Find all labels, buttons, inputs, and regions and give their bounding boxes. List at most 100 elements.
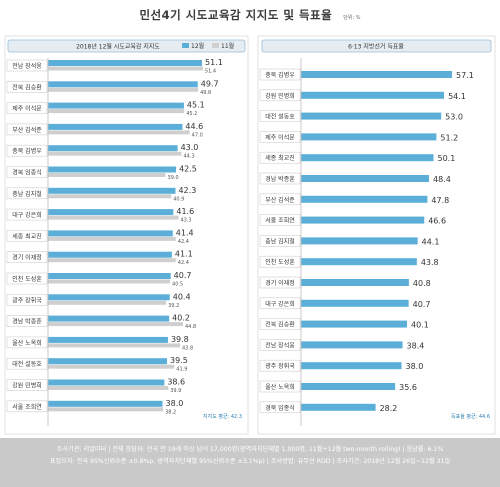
- left-average-note: 지지도 평균: 42.3: [203, 413, 242, 420]
- footer-line-2: 표집오차: 전국 95%신뢰수준 ±0.8%p, 광역자치단체별 95%신뢰수준…: [49, 457, 451, 465]
- right-value: 38.0: [405, 362, 423, 371]
- left-category-label: 세종 최교진: [12, 232, 42, 240]
- right-value: 53.0: [445, 113, 463, 122]
- right-category-box: [259, 380, 301, 393]
- right-row: 서울 조희연 46.6: [259, 214, 446, 226]
- page-title: 민선4기 시도교육감 지지도 및 득표율: [139, 8, 333, 22]
- left-value-dec: 41.4: [176, 228, 194, 237]
- right-value: 28.2: [380, 404, 398, 413]
- right-bar: [301, 195, 428, 203]
- right-row: 전북 김승환 40.1: [259, 318, 429, 330]
- footer-line-1: 조사기관: 리얼미터 | 전체 응답자: 전국 만 19세 이상 남녀 17,0…: [56, 446, 444, 453]
- right-bar: [301, 299, 409, 307]
- left-value-nov: 45.2: [186, 111, 197, 117]
- right-category-label: 인천 도성훈: [265, 258, 295, 266]
- right-category-label: 경북 임종식: [265, 404, 295, 412]
- left-bar-dec: [48, 251, 172, 258]
- left-category-box: [6, 379, 48, 391]
- right-bar: [301, 154, 434, 162]
- left-value-nov: 43.3: [180, 218, 191, 224]
- left-value-nov: 44.8: [185, 324, 196, 330]
- right-value: 46.6: [428, 217, 446, 226]
- left-value-dec: 49.7: [201, 79, 219, 88]
- right-value: 43.8: [421, 258, 439, 267]
- right-category-label: 충북 김병우: [265, 71, 295, 79]
- left-value-nov: 51.4: [205, 69, 216, 75]
- left-category-label: 전북 김승환: [12, 83, 42, 91]
- right-category-box: [259, 110, 301, 122]
- left-value-nov: 40.5: [172, 282, 183, 288]
- left-row: 부산 김석준 44.647.0: [6, 122, 203, 138]
- right-bar: [301, 175, 429, 182]
- left-bar-nov: [48, 343, 180, 348]
- right-bar: [301, 362, 402, 370]
- right-row: 부산 김석준 47.8: [259, 193, 449, 206]
- unit-label: 단위: %: [343, 15, 361, 21]
- left-row: 대전 설동호 39.5 41.9: [6, 356, 188, 373]
- right-category-box: [259, 235, 301, 247]
- left-bar-nov: [48, 130, 190, 135]
- left-row: 경북 임종식 42.539.0: [6, 165, 197, 181]
- panel-1-frame: [4, 35, 249, 435]
- left-bar-nov: [48, 194, 172, 199]
- left-category-label: 제주 이석문: [12, 105, 42, 113]
- left-bar-nov: [48, 364, 175, 369]
- left-value-nov: 39.2: [168, 303, 179, 309]
- right-value: 40.7: [413, 300, 431, 309]
- right-row: 강원 민병희 54.1: [259, 89, 466, 102]
- left-row: 세종 최교진 41.4 42.4: [6, 228, 194, 245]
- left-value-nov: 42.4: [178, 260, 189, 266]
- left-value-dec: 39.8: [171, 335, 189, 344]
- left-bar-dec: [48, 145, 178, 152]
- left-value-nov: 49.8: [200, 90, 211, 96]
- left-bar-nov: [48, 215, 179, 220]
- left-category-box: [6, 315, 48, 327]
- left-category-box: [6, 102, 48, 114]
- left-category-box: [6, 293, 48, 306]
- left-value-nov: 39.0: [168, 175, 179, 181]
- right-row: 대전 설동호 53.0: [259, 110, 463, 122]
- left-category-box: [6, 230, 48, 242]
- right-category-box: [259, 297, 301, 310]
- right-value: 54.1: [448, 92, 466, 101]
- left-row: 서울 조희연 38.038.2: [6, 399, 183, 415]
- right-category-label: 경기 이재정: [265, 279, 295, 287]
- left-bar-nov: [48, 66, 203, 71]
- left-value-dec: 40.7: [174, 271, 192, 280]
- right-category-label: 강원 민병희: [265, 92, 295, 100]
- left-row: 광주 장휘국 40.4 39.2: [6, 292, 191, 309]
- left-bar-dec: [48, 379, 165, 386]
- left-category-label: 경북 임종식: [12, 169, 42, 177]
- left-value-dec: 40.4: [173, 292, 191, 301]
- right-row: 광주 장휘국 38.0: [259, 359, 423, 372]
- left-value-nov: 44.3: [184, 154, 195, 160]
- right-row: 충북 김병우 57.1: [259, 68, 474, 81]
- right-category-label: 부산 김석준: [265, 196, 295, 204]
- left-bar-nov: [48, 173, 166, 177]
- right-category-label: 경남 박종훈: [265, 175, 295, 183]
- right-value: 40.1: [411, 321, 429, 330]
- panel-2-frame: [257, 35, 496, 435]
- left-row: 충남 김지철 42.340.9: [6, 186, 196, 202]
- right-row: 충남 김지철 44.1: [259, 235, 440, 247]
- left-bar-dec: [48, 81, 198, 88]
- right-category-box: [259, 318, 301, 330]
- left-value-nov: 39.9: [170, 388, 181, 394]
- left-row: 제주 이석문 45.145.2: [6, 101, 205, 117]
- left-row: 인천 도성훈 40.7 40.5: [6, 271, 192, 288]
- left-category-label: 대전 설동호: [12, 360, 42, 368]
- legend-swatch-nov: [212, 43, 219, 48]
- right-category-label: 제주 이석문: [265, 133, 295, 141]
- left-value-nov: 41.9: [176, 367, 187, 373]
- right-bar: [301, 320, 408, 328]
- left-bar-nov: [48, 258, 176, 263]
- left-bar-dec: [48, 166, 177, 173]
- left-category-label: 경남 박종훈: [12, 318, 42, 326]
- right-value: 44.1: [422, 237, 440, 246]
- right-bar: [301, 133, 437, 141]
- left-bar-dec: [48, 294, 170, 301]
- left-value-nov: 47.0: [192, 132, 203, 138]
- right-category-box: [259, 401, 301, 414]
- right-bar: [301, 341, 403, 349]
